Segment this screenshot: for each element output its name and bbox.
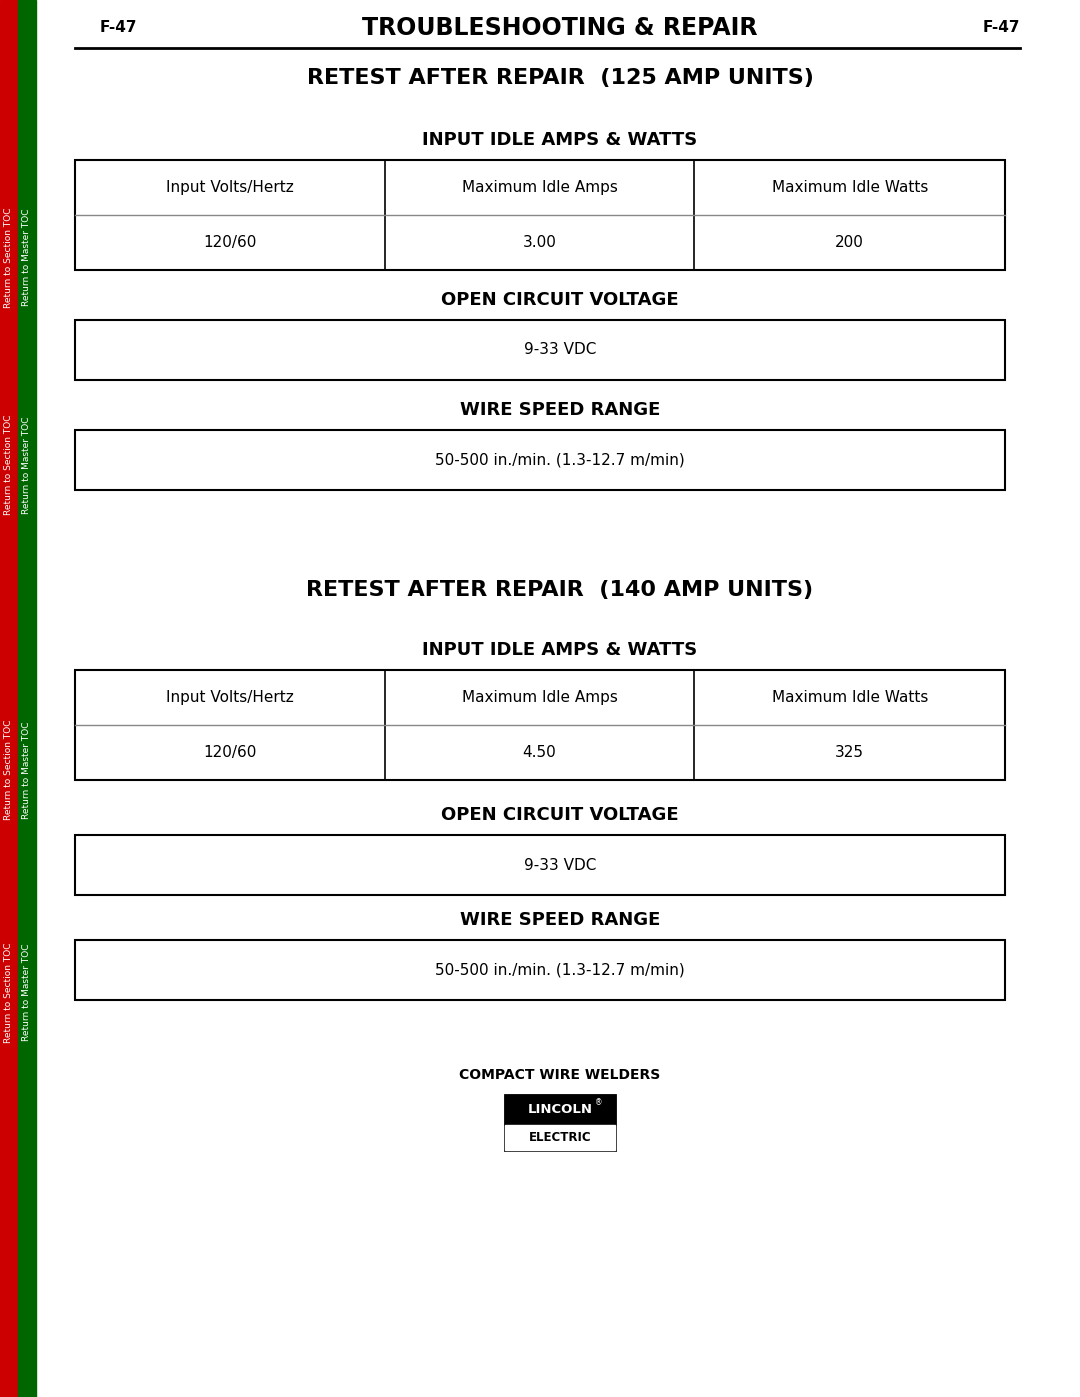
Text: INPUT IDLE AMPS & WATTS: INPUT IDLE AMPS & WATTS (422, 131, 698, 149)
Text: COMPACT WIRE WELDERS: COMPACT WIRE WELDERS (459, 1067, 661, 1083)
Text: 3.00: 3.00 (523, 235, 556, 250)
Bar (75, 671, 1005, 780)
Text: LINCOLN: LINCOLN (527, 1104, 593, 1116)
Bar (75, 320, 1005, 380)
Text: 120/60: 120/60 (203, 235, 257, 250)
Bar (18, 0, 36, 1397)
Text: 9-33 VDC: 9-33 VDC (524, 342, 596, 358)
Text: TROUBLESHOOTING & REPAIR: TROUBLESHOOTING & REPAIR (362, 15, 758, 41)
Text: 50-500 in./min. (1.3-12.7 m/min): 50-500 in./min. (1.3-12.7 m/min) (435, 453, 685, 468)
Bar (505, 1125, 615, 1150)
Text: RETEST AFTER REPAIR  (125 AMP UNITS): RETEST AFTER REPAIR (125 AMP UNITS) (307, 68, 813, 88)
Text: Maximum Idle Amps: Maximum Idle Amps (461, 690, 618, 705)
Text: F-47: F-47 (100, 21, 137, 35)
Text: Maximum Idle Watts: Maximum Idle Watts (771, 180, 928, 196)
Bar (75, 835, 1005, 895)
Text: OPEN CIRCUIT VOLTAGE: OPEN CIRCUIT VOLTAGE (442, 806, 679, 824)
Text: Return to Section TOC: Return to Section TOC (4, 942, 14, 1042)
Text: WIRE SPEED RANGE: WIRE SPEED RANGE (460, 401, 660, 419)
Text: ELECTRIC: ELECTRIC (529, 1132, 592, 1144)
Text: WIRE SPEED RANGE: WIRE SPEED RANGE (460, 911, 660, 929)
Text: Maximum Idle Amps: Maximum Idle Amps (461, 180, 618, 196)
Text: Return to Master TOC: Return to Master TOC (23, 208, 31, 306)
Text: OPEN CIRCUIT VOLTAGE: OPEN CIRCUIT VOLTAGE (442, 291, 679, 309)
Text: 325: 325 (835, 745, 864, 760)
Text: RETEST AFTER REPAIR  (140 AMP UNITS): RETEST AFTER REPAIR (140 AMP UNITS) (307, 580, 813, 599)
Text: Return to Master TOC: Return to Master TOC (23, 944, 31, 1041)
Text: Return to Master TOC: Return to Master TOC (23, 416, 31, 514)
Text: Maximum Idle Watts: Maximum Idle Watts (771, 690, 928, 705)
Text: 50-500 in./min. (1.3-12.7 m/min): 50-500 in./min. (1.3-12.7 m/min) (435, 963, 685, 978)
Text: Return to Master TOC: Return to Master TOC (23, 721, 31, 819)
Bar (505, 1095, 615, 1125)
Text: Return to Section TOC: Return to Section TOC (4, 719, 14, 820)
Text: INPUT IDLE AMPS & WATTS: INPUT IDLE AMPS & WATTS (422, 641, 698, 659)
Text: 4.50: 4.50 (523, 745, 556, 760)
Text: Return to Section TOC: Return to Section TOC (4, 207, 14, 307)
Text: Return to Section TOC: Return to Section TOC (4, 415, 14, 515)
Bar (75, 940, 1005, 1000)
Text: ®: ® (595, 1098, 603, 1106)
Bar (505, 1095, 615, 1150)
Text: 200: 200 (835, 235, 864, 250)
Text: Input Volts/Hertz: Input Volts/Hertz (166, 180, 294, 196)
Text: Input Volts/Hertz: Input Volts/Hertz (166, 690, 294, 705)
Text: 9-33 VDC: 9-33 VDC (524, 858, 596, 873)
Text: 120/60: 120/60 (203, 745, 257, 760)
Bar (0, 0, 18, 1397)
Bar (75, 430, 1005, 490)
Text: F-47: F-47 (983, 21, 1020, 35)
Bar (75, 161, 1005, 270)
